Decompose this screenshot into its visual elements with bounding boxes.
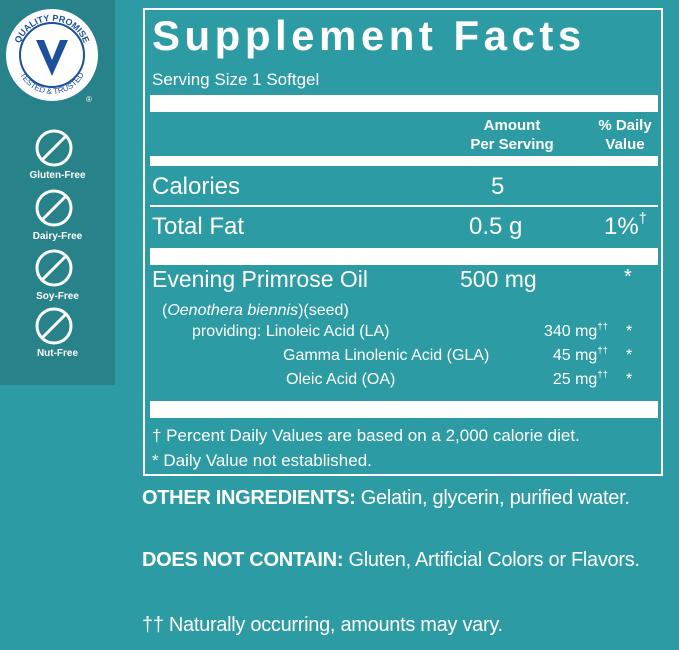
header-line: Per Serving [470, 136, 554, 153]
rule [150, 205, 658, 207]
row-name: Evening Primrose Oil [152, 266, 369, 292]
natural-note: †† Naturally occurring, amounts may vary… [142, 614, 503, 636]
sub-name: Oleic Acid (OA) [286, 371, 396, 388]
thick-bar [150, 401, 658, 418]
footnote: † Percent Daily Values are based on a 2,… [152, 426, 580, 445]
badge-label: Soy-Free [36, 291, 79, 302]
para-label: OTHER INGREDIENTS: [142, 487, 356, 509]
sub-amount: 340 mg†† [543, 321, 608, 341]
daily-header: % Daily Value [585, 116, 665, 154]
amount: 25 mg [552, 371, 598, 388]
badge-label: Dairy-Free [32, 231, 83, 242]
latin-name: Oenothera biennis [167, 302, 299, 319]
source-part: ( [162, 302, 168, 319]
header-line: Amount [483, 117, 541, 134]
row-amount: 5 [491, 173, 505, 200]
source: (Oenothera biennis)(seed) [162, 302, 349, 320]
sub-daily: * [626, 323, 633, 340]
badge-label: Nut-Free [36, 348, 79, 359]
para-text: Gelatin, glycerin, purified water. [355, 487, 630, 509]
badge-icons: QUALITY PROMISE TESTED & TRUSTED ® [6, 9, 98, 345]
note-mark: †† [597, 345, 608, 356]
thick-bar [150, 95, 658, 112]
facts-panel [143, 8, 663, 476]
amount: 340 mg [543, 323, 598, 340]
badge-label: Gluten-Free [29, 170, 86, 181]
note-mark: † [638, 211, 647, 227]
amount: 45 mg [552, 347, 598, 364]
row-daily: * [624, 266, 632, 288]
seal-mark: ® [86, 95, 92, 104]
para-label: DOES NOT CONTAIN: [142, 549, 344, 571]
facts-title: Supplement Facts [152, 12, 586, 59]
sub-daily: * [626, 371, 633, 388]
other-ingredients: OTHER INGREDIENTS: Gelatin, glycerin, pu… [142, 484, 642, 512]
badge-sidebar: QUALITY PROMISE TESTED & TRUSTED ® Glute… [0, 0, 115, 385]
row-amount: 0.5 g [469, 213, 523, 240]
note-mark: †† [597, 321, 608, 332]
para-text: Gluten, Artificial Colors or Flavors. [343, 549, 640, 571]
sub-name: Gamma Linolenic Acid (GLA) [283, 347, 490, 364]
header-line: Value [605, 136, 645, 153]
sub-amount: 45 mg†† [552, 345, 608, 365]
does-not-contain: DOES NOT CONTAIN: Gluten, Artificial Col… [142, 546, 642, 574]
sub-name: providing: Linoleic Acid (LA) [192, 323, 390, 340]
sub-daily: * [626, 347, 633, 364]
footnote: * Daily Value not established. [152, 451, 372, 470]
serving-size: Serving Size 1 Softgel [152, 70, 320, 89]
amount-header: Amount Per Serving [462, 116, 562, 154]
row-name: Total Fat [152, 213, 245, 240]
thick-bar [150, 248, 658, 265]
daily-value: 1% [604, 213, 639, 240]
row-name: Calories [152, 173, 241, 200]
sub-amount: 25 mg†† [552, 369, 608, 389]
header-line: % Daily [598, 117, 652, 134]
row-daily: 1%† [604, 211, 647, 241]
thick-bar [150, 156, 658, 166]
note-mark: †† [597, 369, 608, 380]
row-amount: 500 mg [460, 266, 537, 292]
source-part: )(seed) [298, 302, 349, 319]
